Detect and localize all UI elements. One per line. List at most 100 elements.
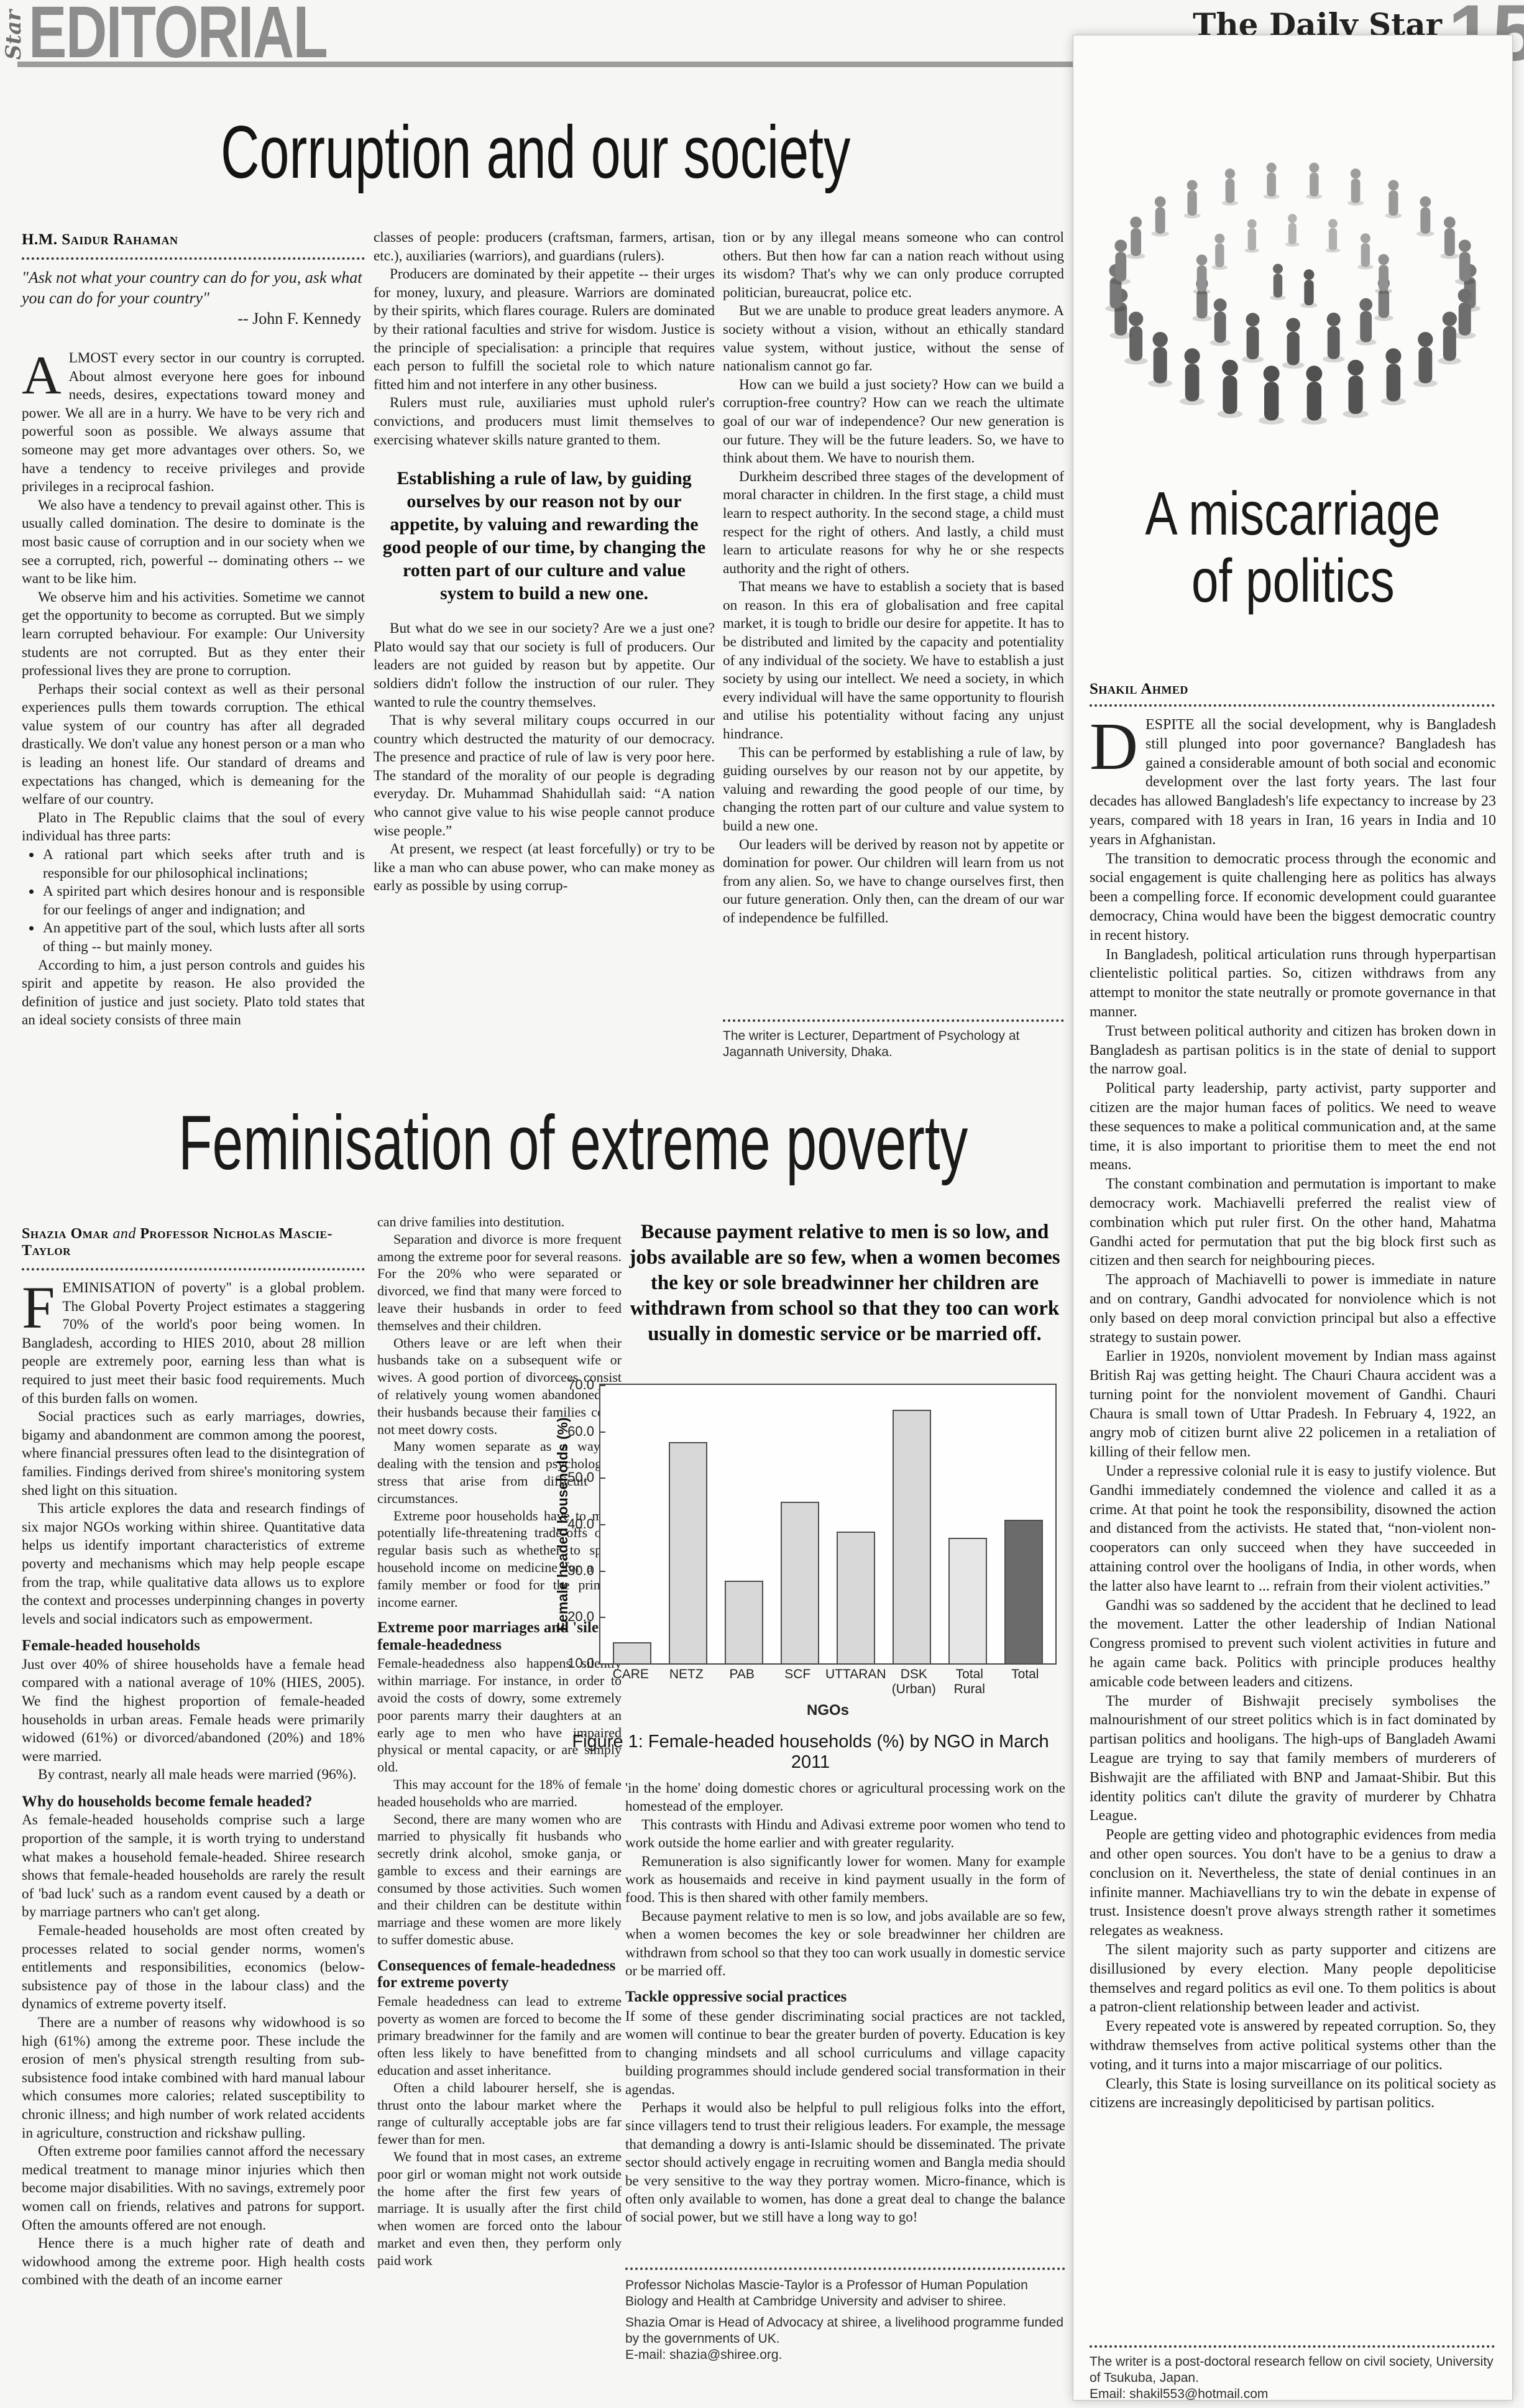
paragraph: Perhaps it would also be helpful to pull… xyxy=(625,2100,1065,2225)
y-tick-label: 20.0 xyxy=(567,1609,605,1625)
paragraph: The silent majority such as party suppor… xyxy=(1090,1942,1496,2016)
chart-x-axis-title: NGOs xyxy=(806,1702,849,1719)
y-tick-label: 70.0 xyxy=(567,1377,605,1393)
y-tick-label: 10.0 xyxy=(567,1655,605,1671)
crowd-circle-image xyxy=(1105,162,1480,425)
paragraph: Producers are dominated by their appetit… xyxy=(374,266,715,393)
y-tick-label: 40.0 xyxy=(567,1516,605,1532)
bar-care xyxy=(613,1642,651,1663)
paragraph: The murder of Bishwajit precisely symbol… xyxy=(1090,1693,1496,1824)
paragraph: That means we have to establish a societ… xyxy=(723,579,1064,743)
paragraph: Others leave or are left when their husb… xyxy=(377,1335,622,1437)
article2-footer: The writer is a post-doctoral research f… xyxy=(1090,2355,1494,2401)
bar-uttaran xyxy=(837,1531,875,1663)
paragraph: Extreme poor households have to make pot… xyxy=(377,1507,622,1610)
paragraph: Often a child labourer herself, she is t… xyxy=(377,2079,622,2148)
subheading: Extreme poor marriages and 'silent' fema… xyxy=(377,1619,617,1653)
drop-cap: A xyxy=(22,349,62,406)
figure-caption: Figure 1: Female-headed households (%) b… xyxy=(572,1732,1049,1772)
paragraph: Durkheim described three stages of the d… xyxy=(723,468,1064,577)
section-title: EDITORIAL xyxy=(29,0,328,73)
paragraph: At present, we respect (at least forcefu… xyxy=(374,841,715,894)
paragraph: D ESPITE all the social development, why … xyxy=(1090,715,1496,848)
x-tick-label: Total xyxy=(1011,1667,1039,1681)
byline-rule xyxy=(1090,704,1495,707)
y-tick-label: 30.0 xyxy=(567,1563,605,1579)
drop-cap: F xyxy=(22,1279,55,1341)
subheading: Why do households become female headed? xyxy=(22,1793,313,1810)
article3-column-2: can drive families into destitution. Sepa… xyxy=(377,1213,622,2407)
header-rule xyxy=(17,62,1507,67)
bar-pab xyxy=(725,1581,763,1663)
paragraph: Plato in The Republic claims that the so… xyxy=(22,809,365,845)
paragraph: Every repeated vote is answered by repea… xyxy=(1090,2018,1496,2073)
article1-column-3: tion or by any illegal means someone who… xyxy=(723,229,1064,1013)
bar-dsk-(urban) xyxy=(893,1410,931,1663)
paragraph: There are a number of reasons why widowh… xyxy=(22,2014,365,2141)
article1-column-2: classes of people: producers (craftsman,… xyxy=(374,229,715,1089)
article1-column-1: A LMOST every sector in our country is co… xyxy=(22,349,365,1064)
x-tick-label: DSK (Urban) xyxy=(891,1667,936,1696)
paragraph: Second, there are many women who are mar… xyxy=(377,1811,622,1948)
paragraph: This can be performed by establishing a … xyxy=(723,744,1064,834)
paragraph: But what do we see in our society? Are w… xyxy=(374,620,715,710)
paragraph: Because payment relative to men is so lo… xyxy=(625,1908,1065,1979)
paragraph: Often extreme poor families cannot affor… xyxy=(22,2143,365,2233)
x-tick-label: UTTARAN xyxy=(825,1667,886,1681)
paragraph: This article explores the data and resea… xyxy=(22,1500,365,1627)
article2-headline: A miscarriage of politics xyxy=(1145,479,1441,615)
paragraph: People are getting video and photographi… xyxy=(1090,1827,1496,1939)
paragraph: Female-headed households are most often … xyxy=(22,1923,365,2013)
paragraph: Our leaders will be derived by reason no… xyxy=(723,836,1064,926)
article1-lede-quote: "Ask not what your country can do for yo… xyxy=(22,269,362,328)
article1-byline: H.M. Saidur Rahaman xyxy=(22,231,178,248)
star-logo-vertical: Star xyxy=(1,9,27,60)
bar-scf xyxy=(781,1502,819,1663)
article3-column-3: 'in the home' doing domestic chores or a… xyxy=(625,1779,1065,2263)
article2-panel: A miscarriage of politics Shakil Ahmed D… xyxy=(1073,35,1513,2401)
paragraph: Clearly, this State is losing surveillan… xyxy=(1090,2075,1496,2112)
chart-x-tick-labels: CARE NETZ PAB SCF UTTARAN DSK (Urban) Total Ru… xyxy=(599,1665,1057,1697)
article3-column-1: F EMINISATION of poverty" is a global pro… xyxy=(22,1279,365,2406)
bar-total-rural xyxy=(948,1538,987,1663)
subheading: Female-headed households xyxy=(22,1637,200,1655)
paragraph: Just over 40% of shiree households have … xyxy=(22,1656,365,1765)
paragraph: By contrast, nearly all male heads were … xyxy=(38,1767,357,1783)
paragraph: We observe him and his activities. Somet… xyxy=(22,589,365,679)
x-tick-label: PAB xyxy=(729,1667,755,1681)
paragraph: Rulers must rule, auxiliaries must uphol… xyxy=(374,395,715,448)
paragraph: Many women separate as a way of dealing … xyxy=(377,1438,622,1506)
paragraph: Female-headedness also happens silently … xyxy=(377,1655,622,1775)
byline-rule xyxy=(22,257,365,260)
paragraph: Female headedness can lead to extreme po… xyxy=(377,1993,622,2079)
paragraph: A LMOST every sector in our country is co… xyxy=(22,349,365,495)
y-tick-label: 60.0 xyxy=(567,1423,605,1440)
figure-1-chart: Female headed households (%) 70.0 60.0 50.… xyxy=(552,1364,1063,1773)
paragraph: That is why several military coups occur… xyxy=(374,712,715,839)
article1-footer: The writer is Lecturer, Department of Ps… xyxy=(723,1029,1020,1059)
paragraph: Separation and divorce is more frequent … xyxy=(377,1231,622,1333)
bullet-item: An appetitive part of the soul, which lu… xyxy=(42,919,365,956)
byline-rule xyxy=(22,1268,365,1271)
footer-rule xyxy=(723,1019,1064,1022)
bullet-list: A rational part which seeks after truth … xyxy=(25,846,365,957)
x-tick-label: CARE xyxy=(612,1667,649,1681)
article2-body: D ESPITE all the social development, why … xyxy=(1090,715,1496,2337)
pull-quote: Establishing a rule of law, by guiding o… xyxy=(382,468,706,604)
paragraph: can drive families into destitution. xyxy=(377,1214,565,1229)
article1-headline: Corruption and our society xyxy=(221,111,851,194)
paragraph: This contrasts with Hindu and Adivasi ex… xyxy=(625,1816,1065,1851)
paragraph: Under a repressive colonial rule it is e… xyxy=(1090,1463,1496,1594)
paragraph: Earlier in 1920s, nonviolent movement by… xyxy=(1090,1348,1496,1461)
paragraph: How can we build a just society? How can… xyxy=(723,376,1064,467)
paragraph: We found that in most cases, an extreme … xyxy=(377,2149,622,2268)
drop-cap: D xyxy=(1090,715,1138,784)
paragraph: As female-headed households comprise suc… xyxy=(22,1812,365,1921)
paragraph: classes of people: producers (craftsman,… xyxy=(374,229,715,264)
paragraph: Political party leadership, party activi… xyxy=(1090,1080,1496,1174)
paragraph: According to him, a just person controls… xyxy=(22,957,365,1029)
paragraph: Gandhi was so saddened by the accident t… xyxy=(1090,1597,1496,1690)
bar-netz xyxy=(669,1441,707,1663)
bar-total xyxy=(1004,1519,1043,1663)
